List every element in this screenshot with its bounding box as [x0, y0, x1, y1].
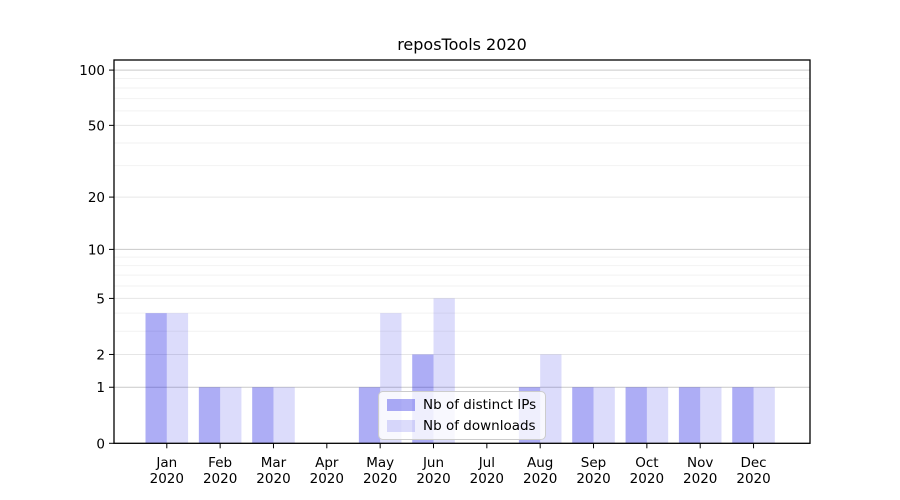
y-tick-label: 100 [79, 63, 105, 79]
y-tick-label: 2 [96, 347, 105, 363]
x-tick-label-year: 2020 [150, 471, 184, 487]
legend-swatch-distinct-ips [387, 399, 415, 411]
legend-swatch-downloads [387, 420, 415, 432]
bar-downloads-jan [166, 313, 189, 444]
x-tick-label-month: Jan [155, 455, 177, 471]
x-tick-label-month: Feb [208, 455, 232, 471]
bar-distinct-ips-sep [572, 387, 594, 444]
bar-downloads-feb [220, 387, 242, 444]
x-tick-label-year: 2020 [523, 471, 557, 487]
legend: Nb of distinct IPs Nb of downloads [378, 391, 547, 440]
x-tick-label-month: Oct [635, 455, 658, 471]
bar-distinct-ips-feb [198, 387, 221, 444]
y-tick-label: 5 [96, 291, 105, 307]
x-tick-label-year: 2020 [630, 471, 664, 487]
x-tick-label-year: 2020 [203, 471, 237, 487]
bar-downloads-nov [700, 387, 722, 444]
x-tick-label-year: 2020 [256, 471, 290, 487]
x-tick-label-month: Apr [315, 455, 339, 471]
x-tick-label-year: 2020 [470, 471, 504, 487]
bar-distinct-ips-oct [625, 387, 647, 444]
y-tick-label: 0 [96, 436, 105, 452]
legend-item-downloads: Nb of downloads [387, 418, 536, 434]
bar-downloads-dec [753, 387, 775, 444]
x-tick-label-month: Jul [478, 455, 495, 471]
x-tick-label-month: Nov [687, 455, 713, 471]
x-tick-label-month: May [366, 455, 394, 471]
y-tick-label: 1 [96, 380, 105, 396]
x-tick-label-month: Sep [581, 455, 606, 471]
y-tick-label: 10 [88, 242, 105, 258]
y-tick-label: 20 [88, 190, 105, 206]
x-tick-label-month: Mar [261, 455, 287, 471]
x-tick-label-month: Dec [740, 455, 766, 471]
x-tick-label-year: 2020 [736, 471, 770, 487]
bar-distinct-ips-dec [732, 387, 754, 444]
chart-title: reposTools 2020 [397, 35, 527, 54]
bar-distinct-ips-may [358, 387, 381, 444]
x-tick-label-month: Aug [527, 455, 553, 471]
legend-label-distinct-ips: Nb of distinct IPs [423, 397, 537, 413]
legend-item-distinct-ips: Nb of distinct IPs [387, 397, 536, 413]
x-tick-label-year: 2020 [310, 471, 344, 487]
y-tick-label: 50 [88, 118, 105, 134]
x-tick-label-year: 2020 [416, 471, 450, 487]
bar-downloads-oct [646, 387, 669, 444]
x-tick-label-year: 2020 [363, 471, 397, 487]
bar-downloads-mar [273, 387, 295, 444]
bar-distinct-ips-jan [145, 313, 167, 444]
plot-border [113, 59, 811, 444]
bar-distinct-ips-mar [252, 387, 274, 444]
bar-distinct-ips-nov [678, 387, 701, 444]
bar-downloads-sep [593, 387, 615, 444]
x-tick-label-month: Jun [422, 455, 444, 471]
x-tick-label-year: 2020 [576, 471, 610, 487]
legend-label-downloads: Nb of downloads [423, 418, 536, 434]
x-tick-label-year: 2020 [683, 471, 717, 487]
